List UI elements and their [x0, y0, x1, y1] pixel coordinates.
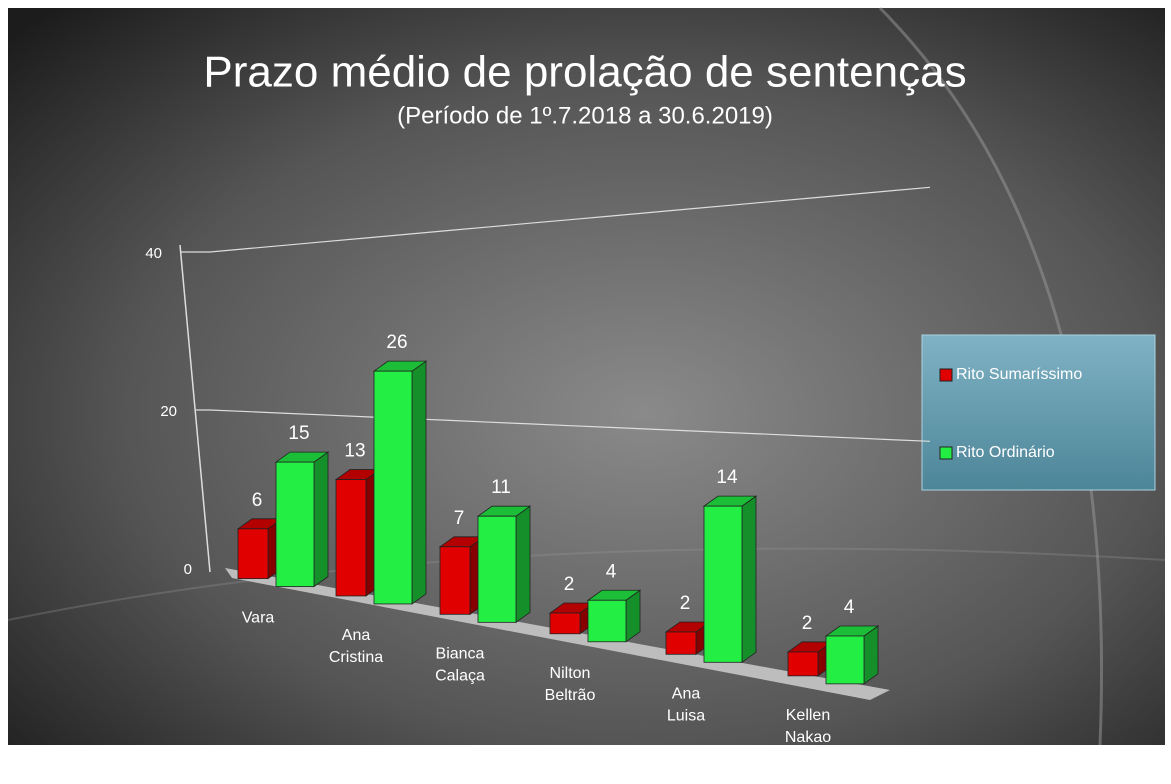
grid-line	[195, 409, 931, 442]
chart-title: Prazo médio de prolação de sentenças	[203, 48, 966, 97]
y-tick-label: 40	[145, 245, 162, 262]
data-label: 4	[606, 561, 617, 582]
y-axis	[179, 244, 211, 573]
x-tick-label: Ana Cristina	[329, 627, 383, 666]
data-label: 14	[716, 467, 738, 488]
y-tick-label: 20	[160, 403, 177, 420]
x-tick-label-line: Calaça	[435, 668, 485, 685]
bar	[237, 528, 269, 580]
chart-subtitle: (Período de 1º.7.2018 a 30.6.2019)	[397, 102, 773, 129]
x-tick-label-line: Beltrão	[545, 687, 596, 704]
data-label: 11	[491, 477, 511, 498]
bar	[787, 651, 819, 677]
bar-side	[411, 360, 427, 605]
bar	[703, 505, 743, 663]
data-label: 4	[844, 597, 855, 618]
legend-swatch	[939, 446, 953, 460]
bar	[549, 612, 581, 635]
x-tick-label-line: Ana	[342, 627, 371, 644]
decor-arc	[7, 547, 1166, 621]
legend-label: Rito Ordinário	[956, 444, 1055, 461]
bar	[335, 479, 367, 597]
bar-side	[741, 495, 757, 664]
x-tick-label-line: Vara	[242, 610, 275, 627]
legend-label: Rito Sumaríssimo	[956, 366, 1082, 383]
x-tick-label: Bianca Calaça	[435, 646, 485, 685]
decor-arc	[878, 6, 1104, 746]
bar	[587, 599, 627, 643]
bar	[439, 546, 471, 615]
x-tick-label-line: Ana	[672, 686, 701, 703]
bar	[477, 515, 517, 623]
x-tick-label-line: Nilton	[550, 665, 591, 682]
legend-swatch	[939, 368, 953, 382]
data-label: 26	[386, 332, 407, 353]
x-tick-label: Nilton Beltrão	[545, 665, 596, 704]
x-tick-label-line: Kellen	[786, 707, 830, 724]
bar-side	[515, 505, 531, 624]
data-label: 15	[288, 423, 309, 444]
bar-side	[313, 451, 329, 588]
bar	[373, 370, 413, 605]
legend	[921, 334, 1156, 491]
data-label: 2	[680, 593, 691, 614]
bar	[825, 635, 865, 685]
data-label: 7	[454, 508, 465, 529]
x-tick-label: Kellen Nakao	[785, 707, 831, 746]
bar	[275, 461, 315, 588]
x-tick-label: Vara	[242, 610, 275, 627]
grid-line	[180, 186, 931, 253]
x-tick-label-line: Cristina	[329, 649, 383, 666]
data-label: 6	[252, 490, 263, 511]
x-tick-label-line: Luisa	[667, 708, 705, 725]
x-tick-label: Ana Luisa	[667, 686, 705, 725]
data-label: 2	[564, 574, 575, 595]
x-tick-label-line: Bianca	[436, 646, 485, 663]
x-tick-label-line: Nakao	[785, 729, 831, 746]
data-label: 2	[802, 613, 813, 634]
bar	[665, 631, 697, 655]
data-label: 13	[344, 441, 365, 462]
y-tick-label: 0	[184, 561, 192, 578]
